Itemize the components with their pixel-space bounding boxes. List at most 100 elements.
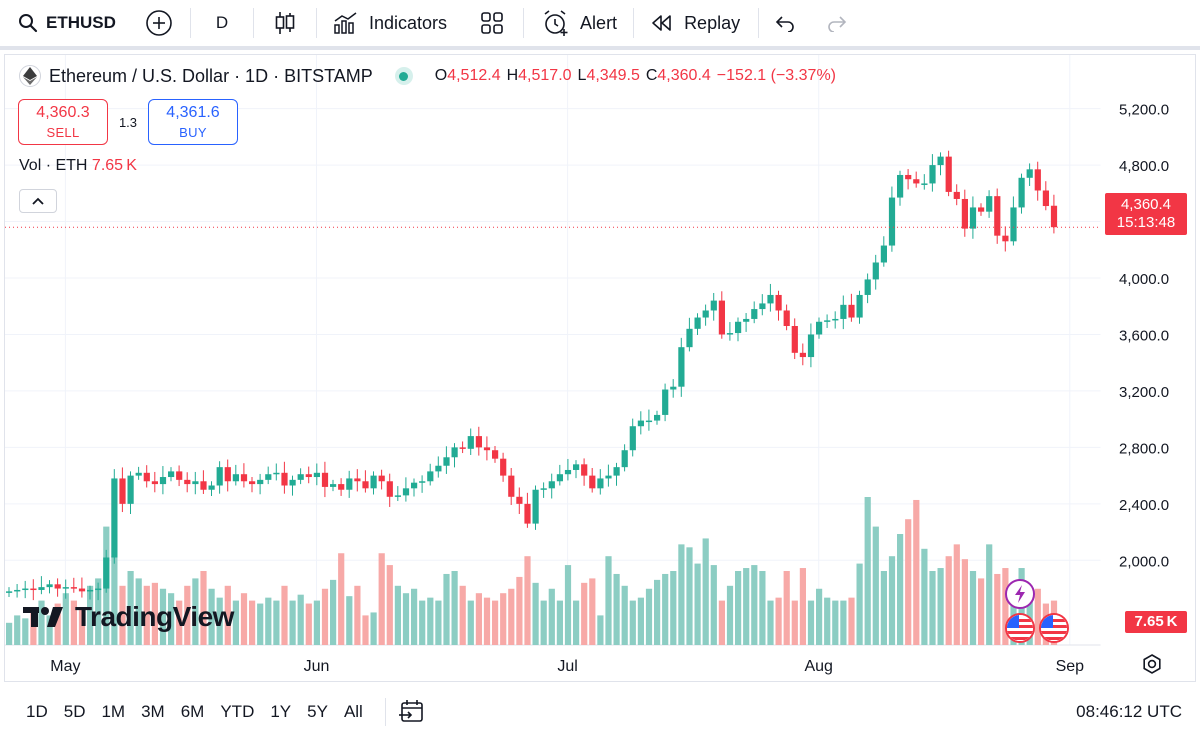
last-price-label: 4,360.4 15:13:48: [1105, 193, 1187, 235]
candle-body: [1010, 207, 1017, 242]
indicators-icon: [334, 12, 357, 34]
volume-bar: [411, 588, 418, 645]
high-key: H: [506, 67, 519, 84]
candle-body: [265, 474, 272, 480]
volume-bar: [386, 565, 393, 645]
chart-settings-button[interactable]: [1141, 653, 1163, 675]
volume-price-label: 7.65 K: [1125, 611, 1187, 633]
volume-bar: [524, 556, 531, 645]
volume-bar: [832, 600, 839, 645]
volume-bar: [273, 600, 280, 645]
volume-bar: [937, 568, 944, 645]
candle-body: [200, 481, 207, 490]
candle-body: [240, 474, 248, 482]
us-flag-event-icon[interactable]: [1005, 613, 1035, 643]
volume-bar: [645, 588, 653, 645]
range-6m-button[interactable]: 6M: [180, 702, 205, 721]
volume-bar: [913, 499, 920, 645]
candle-body: [208, 485, 215, 490]
candle-body: [767, 294, 774, 304]
indicators-label: Indicators: [369, 12, 448, 33]
candle-body: [637, 420, 644, 427]
compare-symbol-button[interactable]: [128, 0, 190, 46]
volume-bar: [573, 600, 580, 645]
replay-label: Replay: [684, 12, 741, 33]
candle-body: [986, 196, 993, 212]
candle-body: [459, 447, 466, 449]
candle-body: [589, 475, 596, 489]
range-5d-button[interactable]: 5D: [63, 702, 86, 721]
time-tick-label: Jun: [304, 658, 330, 675]
high-value: 4,517.0: [518, 67, 572, 84]
candle-body: [783, 310, 790, 327]
candle-body: [670, 386, 677, 390]
utc-clock[interactable]: 08:46:12 UTC: [1076, 702, 1182, 721]
candle-body: [645, 420, 653, 423]
volume-bar: [346, 596, 353, 645]
volume-bar: [751, 565, 758, 645]
range-ytd-button[interactable]: YTD: [220, 702, 255, 721]
volume-bar: [419, 600, 426, 645]
chart-pane[interactable]: 5,200.04,800.04,400.04,000.03,600.03,200…: [4, 54, 1196, 682]
sell-label: SELL: [46, 125, 80, 140]
replay-button[interactable]: Replay: [634, 0, 758, 46]
tradingview-logo[interactable]: TradingView: [23, 601, 234, 633]
volume-bar: [783, 571, 790, 645]
chart-type-button[interactable]: [254, 0, 316, 46]
volume-bar: [265, 597, 272, 645]
volume-bar: [354, 585, 361, 645]
symbol-search-button[interactable]: ETHUSD: [0, 0, 128, 46]
market-open-indicator: [394, 67, 413, 85]
volume-bar: [1002, 568, 1009, 645]
candle-body: [613, 467, 620, 476]
candle-body: [378, 475, 385, 482]
toolbar-divider: [633, 8, 635, 38]
alert-button[interactable]: Alert: [524, 0, 633, 46]
grid-layout-icon: [481, 12, 503, 34]
candle-body: [362, 481, 369, 489]
volume-bar: [945, 556, 952, 645]
sell-button[interactable]: 4,360.3 SELL: [18, 99, 108, 145]
alarm-clock-icon: [544, 10, 568, 36]
candle-body: [775, 294, 782, 311]
volume-bar: [848, 597, 855, 645]
candle-body: [168, 471, 175, 478]
price-tick-label: 5,200.0: [1119, 102, 1169, 119]
candle-body: [354, 478, 361, 482]
redo-button[interactable]: [811, 0, 863, 46]
undo-button[interactable]: [759, 0, 811, 46]
us-flag-event-icon[interactable]: [1039, 613, 1069, 643]
range-5y-button[interactable]: 5Y: [307, 702, 328, 721]
volume-bar: [759, 571, 766, 645]
volume-bar: [702, 538, 709, 645]
go-to-date-button[interactable]: [398, 699, 426, 725]
collapse-legend-button[interactable]: [19, 189, 57, 213]
candle-body: [338, 484, 345, 490]
volume-bar: [540, 600, 547, 645]
layouts-button[interactable]: [461, 0, 523, 46]
range-1m-button[interactable]: 1M: [101, 702, 126, 721]
volume-bar: [710, 565, 717, 645]
candle-body: [856, 294, 863, 318]
series-title[interactable]: Ethereum / U.S. Dollar · 1D · BITSTAMP: [49, 65, 373, 86]
interval-button[interactable]: D: [191, 0, 253, 46]
candle-body: [14, 589, 21, 592]
volume-bar: [168, 593, 175, 645]
buy-button[interactable]: 4,361.6 BUY: [148, 99, 238, 145]
price-chart[interactable]: 5,200.04,800.04,400.04,000.03,600.03,200…: [5, 55, 1195, 681]
rewind-icon: [652, 15, 671, 31]
indicators-button[interactable]: Indicators: [317, 0, 461, 46]
candle-body: [443, 457, 450, 466]
candle-body: [807, 334, 815, 358]
volume-bar: [621, 585, 628, 645]
volume-bar: [864, 497, 871, 645]
candle-body: [224, 467, 231, 482]
range-1y-button[interactable]: 1Y: [270, 702, 292, 721]
range-1d-button[interactable]: 1D: [26, 702, 48, 721]
price-tick-label: 4,800.0: [1119, 158, 1169, 175]
range-all-button[interactable]: All: [343, 702, 363, 721]
range-3m-button[interactable]: 3M: [141, 702, 165, 721]
candle-body: [872, 262, 879, 280]
chevron-up-icon: [32, 197, 44, 205]
lightning-event-icon[interactable]: [1005, 579, 1035, 609]
